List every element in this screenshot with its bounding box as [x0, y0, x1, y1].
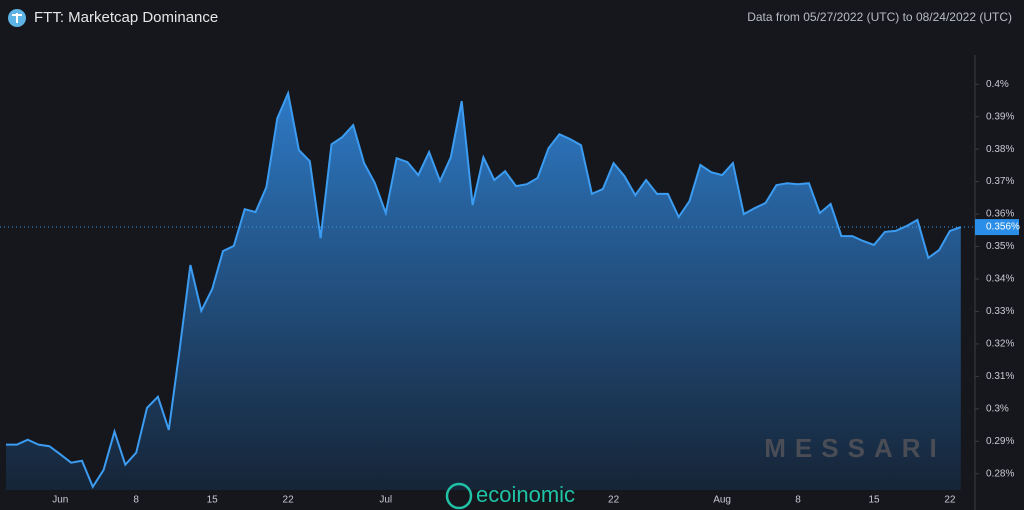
- y-tick-label: 0.38%: [986, 144, 1014, 155]
- last-value-label: 0.356%: [986, 222, 1020, 233]
- x-tick-label: 15: [207, 495, 219, 506]
- y-tick-label: 0.29%: [986, 436, 1014, 447]
- y-tick-label: 0.4%: [986, 79, 1009, 90]
- x-tick-label: 15: [868, 495, 880, 506]
- y-tick-label: 0.33%: [986, 306, 1014, 317]
- x-tick-label: 22: [608, 495, 620, 506]
- plot: 0.28% 0.29% 0.3% 0.31% 0.32% 0.33% 0.34% 0.35% 0…: [0, 79, 1020, 506]
- y-tick-label: 0.36%: [986, 209, 1014, 220]
- y-tick-label: 0.35%: [986, 241, 1014, 252]
- y-tick-label: 0.3%: [986, 403, 1009, 414]
- x-tick-label: 8: [795, 495, 801, 506]
- y-tick-label: 0.34%: [986, 274, 1014, 285]
- x-tick-label: Jul: [379, 495, 392, 506]
- y-tick-label: 0.37%: [986, 176, 1014, 187]
- y-tick-label: 0.32%: [986, 339, 1014, 350]
- y-tick-label: 0.39%: [986, 111, 1014, 122]
- y-tick-label: 0.28%: [986, 468, 1014, 479]
- x-tick-label: 22: [283, 495, 295, 506]
- y-tick-label: 0.31%: [986, 371, 1014, 382]
- last-value-box: [975, 219, 1019, 236]
- token-icon-glyph: [12, 13, 22, 23]
- x-tick-label: 22: [944, 495, 956, 506]
- x-tick-label: 8: [133, 495, 139, 506]
- logo-text: ecoinomic: [476, 482, 575, 507]
- x-tick-label: Aug: [713, 495, 731, 506]
- chart-subtitle: Data from 05/27/2022 (UTC) to 08/24/2022…: [747, 10, 1012, 24]
- chart-title: FTT: Marketcap Dominance: [34, 9, 218, 26]
- logo-icon: [445, 482, 473, 510]
- area: [6, 93, 961, 491]
- watermark: MESSARI: [764, 433, 945, 463]
- x-tick-label: Jun: [52, 495, 68, 506]
- line: [6, 89, 962, 489]
